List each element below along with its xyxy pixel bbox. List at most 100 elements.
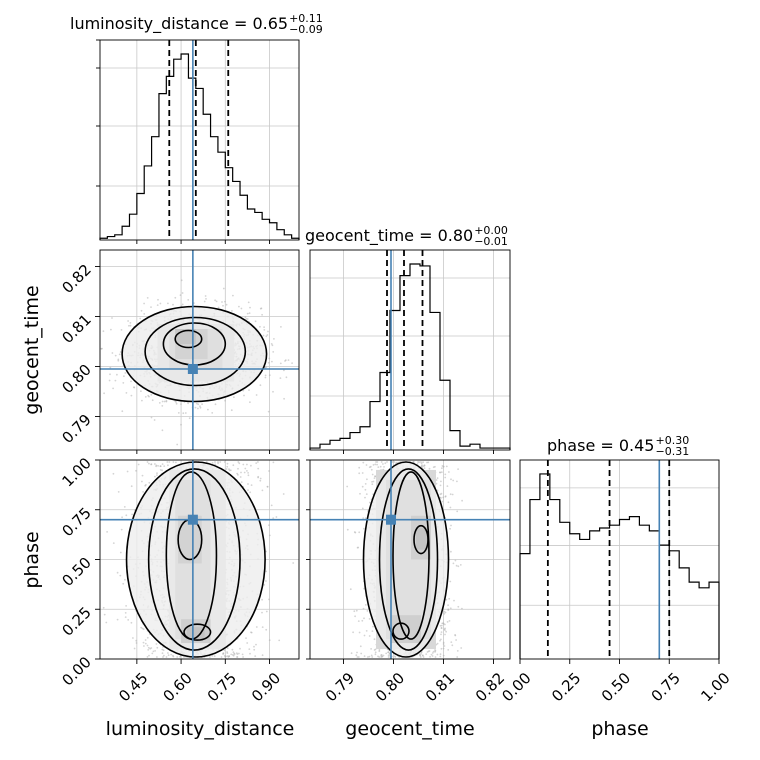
scatter-point [361, 507, 364, 510]
scatter-point [161, 463, 164, 465]
scatter-point [461, 499, 463, 502]
scatter-point [387, 656, 390, 658]
scatter-point [270, 504, 273, 507]
scatter-point [247, 483, 249, 485]
scatter-point [239, 476, 242, 478]
scatter-point [100, 347, 103, 350]
scatter-point [449, 607, 452, 610]
scatter-point [224, 399, 227, 402]
scatter-point [248, 389, 250, 391]
scatter-point [245, 637, 247, 639]
scatter-point [354, 615, 356, 618]
scatter-point [141, 399, 143, 402]
scatter-point [143, 302, 146, 305]
scatter-point [255, 643, 257, 646]
scatter-point [457, 468, 459, 470]
scatter-point [346, 485, 349, 488]
scatter-point [360, 652, 363, 655]
scatter-point [242, 463, 245, 466]
scatter-point [249, 652, 251, 655]
contour-level [121, 305, 268, 403]
scatter-point [353, 531, 356, 533]
scatter-point [282, 493, 285, 495]
scatter-point [180, 403, 182, 405]
scatter-point [283, 397, 285, 400]
scatter-point [142, 491, 145, 493]
scatter-point [456, 650, 459, 652]
scatter-point [371, 630, 374, 632]
scatter-point [442, 641, 445, 644]
scatter-point [445, 465, 448, 468]
scatter-point [263, 326, 265, 328]
scatter-point [364, 496, 366, 499]
scatter-point [222, 652, 225, 655]
scatter-point [203, 300, 206, 303]
scatter-point [246, 470, 248, 472]
scatter-point [137, 463, 140, 466]
scatter-point [263, 329, 266, 331]
scatter-point [359, 645, 362, 648]
scatter-point [130, 485, 133, 488]
scatter-point [248, 312, 251, 314]
scatter-point [423, 467, 426, 470]
scatter-point [121, 410, 124, 413]
scatter-point [440, 638, 442, 641]
scatter-point [268, 470, 270, 472]
scatter-point [368, 618, 371, 620]
scatter-point [272, 351, 275, 353]
scatter-point [425, 653, 428, 655]
scatter-point [358, 631, 361, 634]
scatter-point [280, 326, 282, 328]
scatter-point [209, 656, 211, 658]
scatter-point [426, 461, 428, 464]
scatter-point [180, 423, 182, 426]
scatter-point [187, 299, 190, 301]
scatter-point [114, 354, 117, 357]
scatter-point [111, 317, 113, 319]
scatter-point [150, 393, 153, 396]
scatter-point [232, 654, 235, 657]
scatter-point [363, 617, 365, 620]
scatter-point [250, 631, 253, 634]
scatter-point [199, 406, 202, 409]
scatter-point [226, 462, 229, 465]
scatter-point [165, 399, 168, 402]
scatter-point [374, 648, 377, 651]
scatter-point [112, 542, 115, 544]
scatter-point [105, 621, 108, 624]
scatter-point [445, 630, 447, 633]
scatter-point [240, 481, 243, 483]
scatter-point [201, 403, 204, 406]
scatter-point [248, 648, 251, 650]
scatter-point [417, 461, 419, 463]
scatter-point [368, 635, 371, 637]
scatter-point [436, 489, 439, 492]
scatter-point [140, 309, 143, 312]
scatter-point [124, 372, 127, 374]
scatter-point [148, 654, 150, 657]
scatter-point [117, 491, 120, 493]
scatter-point [250, 464, 252, 467]
scatter-point [367, 656, 369, 658]
scatter-point [419, 654, 421, 657]
scatter-point [259, 384, 262, 387]
scatter-point [135, 639, 138, 642]
scatter-point [165, 656, 168, 658]
scatter-point [161, 469, 164, 472]
scatter-point [254, 655, 257, 657]
scatter-point [265, 335, 268, 338]
scatter-point [154, 475, 156, 478]
scatter-point [217, 461, 219, 463]
scatter-point [144, 484, 147, 487]
scatter-point [362, 517, 365, 519]
scatter-point [246, 642, 249, 644]
scatter-point [451, 644, 454, 647]
scatter-point [131, 513, 134, 516]
scatter-point [420, 462, 423, 465]
scatter-point [175, 402, 178, 405]
scatter-point [443, 613, 446, 615]
scatter-point [378, 649, 381, 651]
scatter-point [391, 461, 394, 463]
scatter-point [229, 469, 232, 472]
